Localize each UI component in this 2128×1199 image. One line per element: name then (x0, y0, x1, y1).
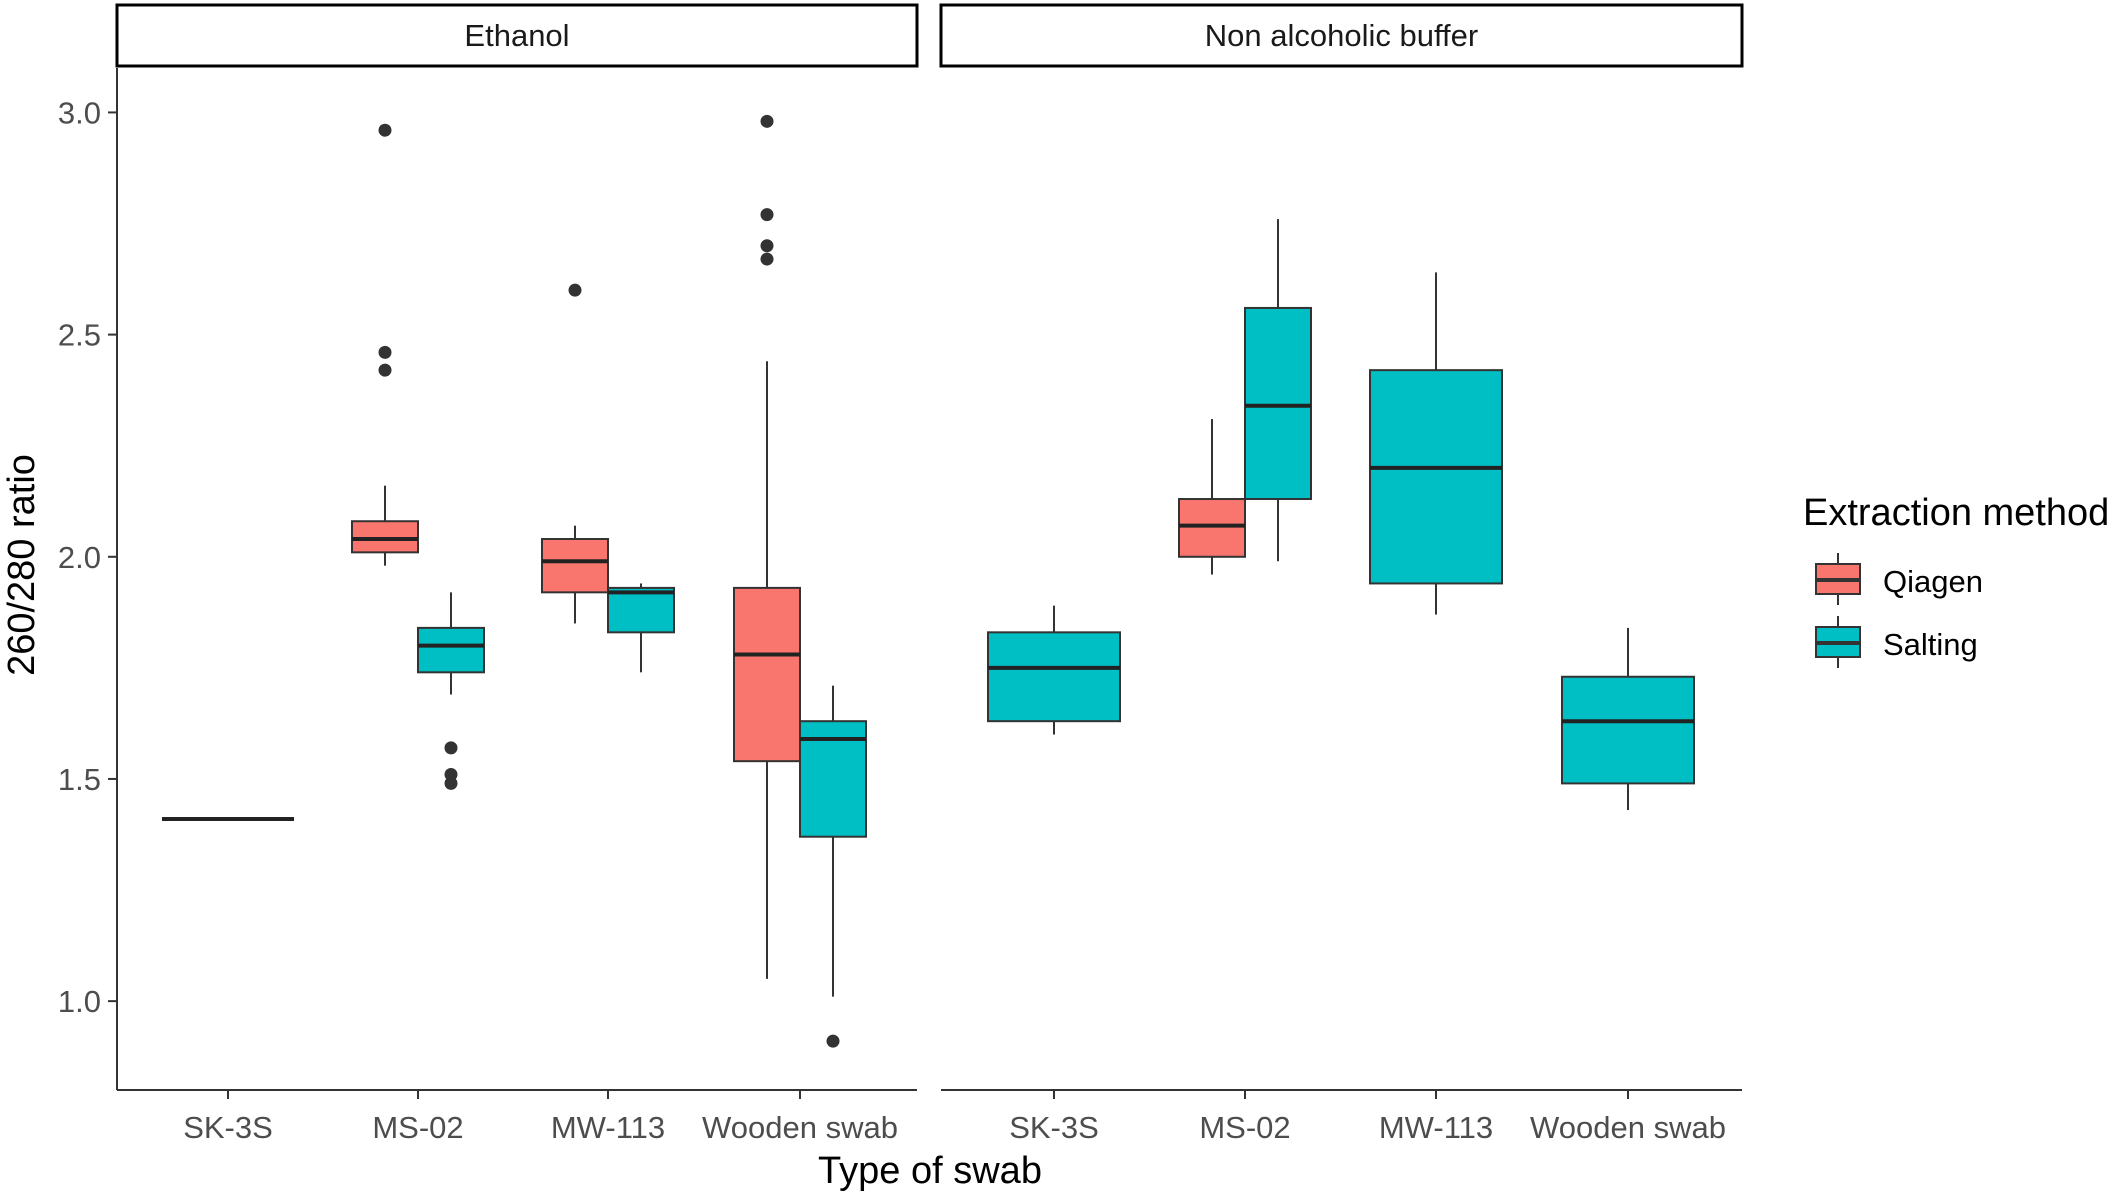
iqr-box (1369, 369, 1503, 585)
box-non-alcoholic-buffer-ms-02-salting (1244, 219, 1312, 562)
x-tick-label: MS-02 (1199, 1110, 1290, 1145)
y-tick-label: 3.0 (58, 95, 101, 130)
y-tick-label: 1.5 (58, 762, 101, 797)
legend-key-salting (1815, 616, 1861, 668)
x-tick-label: Wooden swab (702, 1110, 898, 1145)
outlier-point (444, 768, 458, 782)
outlier-point (378, 123, 392, 137)
x-tick-label: MW-113 (1379, 1110, 1493, 1145)
x-tick-label: SK-3S (1009, 1110, 1099, 1145)
legend-label-salting: Salting (1883, 627, 1978, 662)
iqr-box (541, 538, 609, 594)
iqr-box (733, 586, 801, 763)
panel-ethanol: Ethanol 1.0 1.5 2.0 2.5 3.0 SK-3S MS-02 MW-113 Wo… (58, 3, 919, 1145)
outlier-point (444, 741, 458, 755)
iqr-box (987, 631, 1121, 723)
outlier-point (826, 1034, 840, 1048)
x-tick-label: MS-02 (372, 1110, 463, 1145)
outlier-point (378, 363, 392, 377)
legend-label-qiagen: Qiagen (1883, 564, 1983, 599)
box-non-alcoholic-buffer-mw-113-salting (1369, 272, 1503, 615)
box-ethanol-ms-02-salting (417, 592, 485, 790)
outlier-point (444, 776, 458, 790)
box-non-alcoholic-buffer-sk-3s-salting (987, 605, 1121, 735)
x-tick-label: SK-3S (183, 1110, 273, 1145)
outlier-point (760, 208, 774, 222)
iqr-box (1244, 306, 1312, 501)
strip-ethanol (115, 3, 919, 68)
strip-label-non-alcoholic-buffer: Non alcoholic buffer (1205, 18, 1478, 53)
legend-title: Extraction method (1803, 492, 2109, 534)
iqr-box (607, 586, 675, 634)
y-tick-label: 2.0 (58, 540, 101, 575)
x-tick-label: Wooden swab (1530, 1110, 1726, 1145)
box-non-alcoholic-buffer-wooden-swab-salting (1561, 627, 1695, 811)
iqr-box (1178, 498, 1246, 558)
panel-non-alcoholic-buffer: Non alcoholic buffer SK-3S MS-02 MW-113 Wood… (939, 3, 1744, 1145)
box-non-alcoholic-buffer-ms-02-qiagen (1178, 419, 1246, 575)
outlier-point (760, 252, 774, 266)
box-ethanol-wooden-swab-salting (799, 685, 867, 1048)
box-ethanol-mw-113-salting (607, 583, 675, 673)
legend: Extraction method Qiagen Salting (1803, 492, 2109, 668)
x-tick-label: MW-113 (551, 1110, 665, 1145)
iqr-box (351, 520, 419, 554)
strip-non-alcoholic-buffer (939, 3, 1744, 68)
x-axis-title: Type of swab (818, 1150, 1042, 1192)
box-ethanol-mw-113-qiagen (541, 283, 609, 624)
strip-label-ethanol: Ethanol (464, 18, 569, 53)
outlier-point (760, 239, 774, 253)
iqr-box (1561, 675, 1695, 785)
iqr-box (417, 626, 485, 674)
y-axis-title: 260/280 ratio (1, 454, 43, 676)
outlier-point (760, 114, 774, 128)
y-tick-label: 2.5 (58, 318, 101, 353)
outlier-point (378, 345, 392, 359)
panels-layer: Ethanol 1.0 1.5 2.0 2.5 3.0 SK-3S MS-02 MW-113 Wo… (58, 3, 1744, 1145)
legend-key-qiagen (1815, 553, 1861, 605)
outlier-point (568, 283, 582, 297)
y-tick-label: 1.0 (58, 984, 101, 1019)
box-ethanol-ms-02-qiagen (351, 123, 419, 566)
box-ethanol-wooden-swab-qiagen (733, 114, 801, 979)
